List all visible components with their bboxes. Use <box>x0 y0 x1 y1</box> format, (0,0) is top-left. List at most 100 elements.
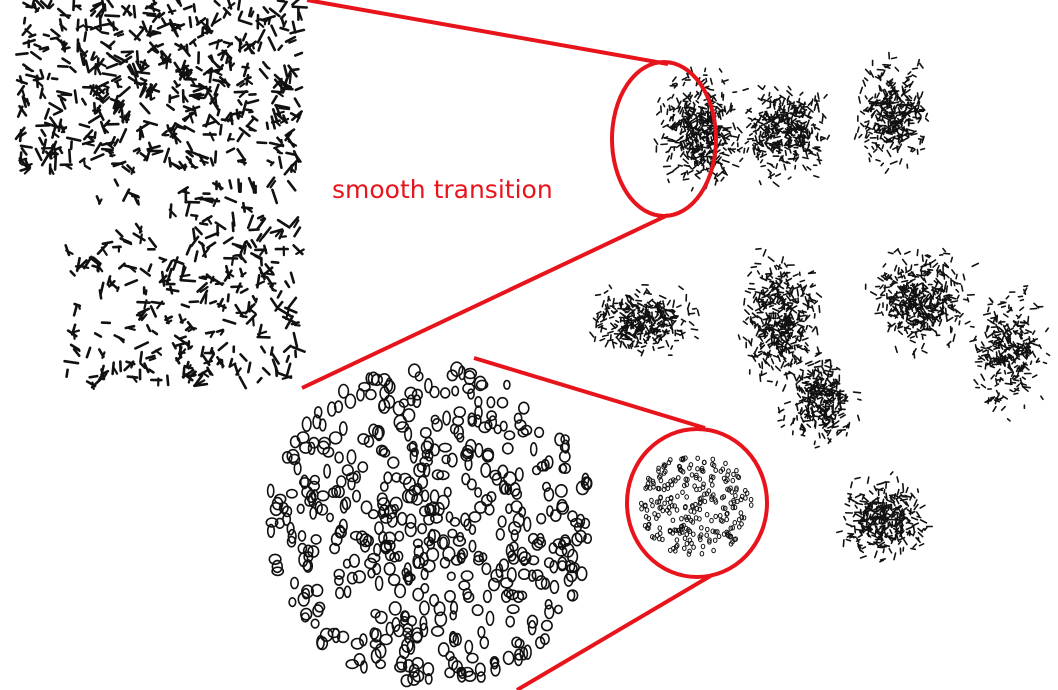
digit-glyph <box>897 540 902 545</box>
digit-glyph <box>134 341 150 350</box>
digit-glyph <box>889 78 894 84</box>
digit-glyph <box>652 511 657 517</box>
digit-glyph <box>722 505 728 511</box>
digit-glyph <box>402 408 416 423</box>
digit-glyph <box>746 147 750 153</box>
digit-glyph <box>658 504 664 510</box>
digit-glyph <box>468 539 477 553</box>
digit-glyph <box>77 304 81 310</box>
digit-glyph <box>772 354 779 359</box>
digit-glyph <box>760 131 765 137</box>
digit-glyph <box>864 125 872 130</box>
digit-glyph <box>897 135 901 143</box>
digit-glyph <box>209 299 218 305</box>
digit-glyph <box>758 308 763 314</box>
digit-glyph <box>801 371 804 380</box>
digit-glyph <box>57 94 67 102</box>
digit-glyph <box>182 5 193 11</box>
digit-glyph <box>702 491 707 497</box>
digit-glyph <box>259 216 266 222</box>
digit-glyph <box>1023 331 1029 335</box>
digit-glyph <box>793 344 796 351</box>
digit-glyph <box>80 50 89 58</box>
digit-glyph <box>60 39 64 47</box>
digit-glyph <box>807 369 813 375</box>
digit-glyph <box>884 168 890 174</box>
digit-glyph <box>474 662 486 677</box>
digit-glyph <box>833 420 840 426</box>
digit-glyph <box>20 147 28 156</box>
digit-glyph <box>935 292 942 300</box>
digit-glyph <box>668 457 673 463</box>
digit-glyph <box>826 388 834 392</box>
digit-glyph <box>237 178 241 193</box>
digit-glyph <box>83 25 93 29</box>
digit-glyph <box>165 259 173 272</box>
digit-glyph <box>481 562 492 576</box>
digit-glyph <box>706 143 715 147</box>
digit-glyph <box>835 429 839 434</box>
digit-glyph <box>761 286 769 290</box>
digit-glyph <box>725 510 730 517</box>
digit-glyph <box>68 148 72 164</box>
digit-glyph <box>938 318 943 327</box>
digit-glyph <box>713 529 718 535</box>
digit-glyph <box>583 533 593 544</box>
digit-glyph <box>245 206 253 213</box>
digit-glyph <box>736 474 742 481</box>
digit-glyph <box>696 309 700 317</box>
digit-glyph <box>668 116 673 122</box>
digit-glyph <box>144 289 148 296</box>
digit-glyph <box>180 303 191 309</box>
digit-glyph <box>276 290 283 299</box>
digit-glyph <box>1029 307 1038 310</box>
digit-glyph <box>279 0 288 13</box>
digit-glyph <box>274 228 283 238</box>
digit-glyph <box>621 337 630 341</box>
digit-glyph <box>1008 330 1013 335</box>
digit-glyph <box>661 319 666 324</box>
digit-glyph <box>897 285 902 292</box>
digit-glyph <box>894 306 900 314</box>
digit-glyph <box>859 510 863 516</box>
digit-glyph <box>876 546 886 549</box>
digit-glyph <box>906 508 914 515</box>
digit-glyph <box>663 328 668 336</box>
digit-glyph <box>694 92 700 98</box>
digit-glyph <box>879 508 885 515</box>
digit-glyph <box>892 506 900 511</box>
digit-glyph <box>797 313 801 321</box>
digit-glyph <box>140 86 148 97</box>
digit-glyph <box>813 381 820 385</box>
digit-glyph <box>795 344 804 351</box>
digit-glyph <box>686 132 692 137</box>
digit-glyph <box>912 322 915 329</box>
digit-glyph <box>898 117 904 122</box>
digit-glyph <box>281 375 293 380</box>
digit-glyph <box>818 389 825 393</box>
digit-glyph <box>1011 345 1020 349</box>
digit-glyph <box>758 111 764 115</box>
digit-glyph <box>192 227 196 241</box>
digit-glyph <box>608 316 615 319</box>
digit-glyph <box>615 331 622 339</box>
digit-glyph <box>873 550 878 559</box>
digit-glyph <box>615 336 622 343</box>
digit-glyph <box>778 322 785 326</box>
digit-glyph <box>712 172 717 176</box>
digit-glyph <box>923 284 928 289</box>
digit-glyph <box>596 313 599 319</box>
digit-glyph <box>813 440 816 446</box>
digit-glyph <box>795 386 802 390</box>
digit-glyph <box>831 418 835 423</box>
digit-glyph <box>171 341 177 350</box>
digit-glyph <box>906 321 913 326</box>
digit-glyph <box>287 528 297 544</box>
digit-glyph <box>766 323 774 327</box>
digit-glyph <box>816 346 820 354</box>
digit-glyph <box>527 569 537 582</box>
digit-glyph <box>761 100 767 105</box>
digit-glyph <box>400 674 413 688</box>
digit-glyph <box>745 122 752 129</box>
digit-glyph <box>248 304 253 313</box>
